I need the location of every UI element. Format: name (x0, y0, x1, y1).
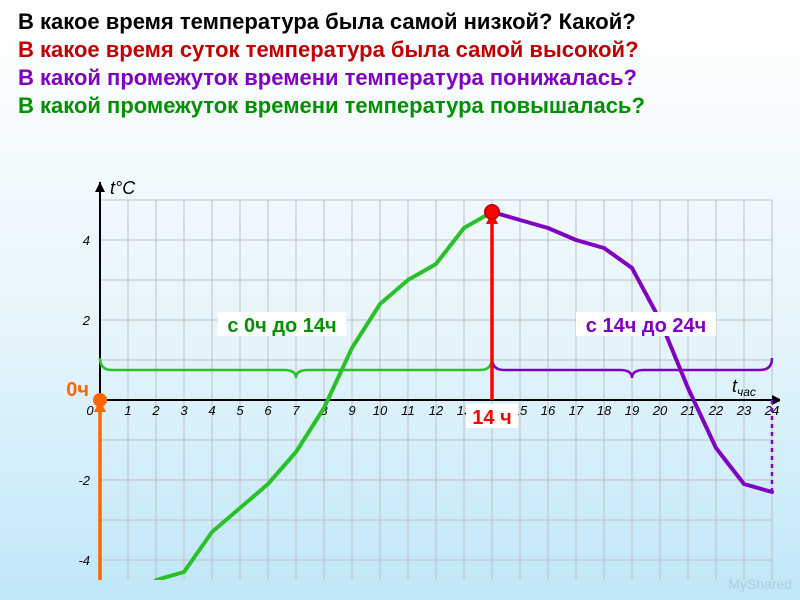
svg-text:2: 2 (151, 403, 160, 418)
question-block: В какое время температура была самой низ… (18, 8, 782, 121)
temperature-chart: 1234567891011121314151617181920212223240… (60, 140, 780, 580)
svg-text:11: 11 (401, 403, 415, 418)
svg-text:3: 3 (180, 403, 188, 418)
svg-text:18: 18 (597, 403, 612, 418)
svg-text:с 0ч до 14ч: с 0ч до 14ч (227, 315, 336, 337)
question-4: В какой промежуток времени температура п… (18, 92, 782, 120)
svg-text:12: 12 (429, 403, 444, 418)
svg-text:-2: -2 (78, 473, 90, 488)
watermark: MyShared (728, 576, 792, 592)
svg-text:4: 4 (208, 403, 215, 418)
svg-text:6: 6 (264, 403, 272, 418)
svg-text:9: 9 (348, 403, 355, 418)
svg-text:0: 0 (86, 403, 94, 418)
svg-text:4: 4 (83, 233, 90, 248)
svg-text:17: 17 (569, 403, 584, 418)
svg-text:14 ч: 14 ч (472, 407, 511, 429)
question-2: В какое время суток температура была сам… (18, 36, 782, 64)
svg-text:23: 23 (736, 403, 752, 418)
svg-text:-4: -4 (78, 553, 90, 568)
svg-text:22: 22 (708, 403, 724, 418)
svg-text:2: 2 (82, 313, 91, 328)
svg-text:0ч: 0ч (66, 379, 89, 401)
svg-text:19: 19 (625, 403, 639, 418)
svg-text:с 14ч до 24ч: с 14ч до 24ч (586, 315, 706, 337)
svg-text:21: 21 (680, 403, 695, 418)
svg-text:1: 1 (124, 403, 131, 418)
question-1: В какое время температура была самой низ… (18, 8, 782, 36)
svg-text:16: 16 (541, 403, 556, 418)
svg-text:7: 7 (292, 403, 300, 418)
svg-text:20: 20 (652, 403, 668, 418)
question-3: В какой промежуток времени температура п… (18, 64, 782, 92)
svg-text:10: 10 (373, 403, 388, 418)
svg-text:t°C: t°C (110, 178, 136, 198)
svg-text:5: 5 (236, 403, 244, 418)
